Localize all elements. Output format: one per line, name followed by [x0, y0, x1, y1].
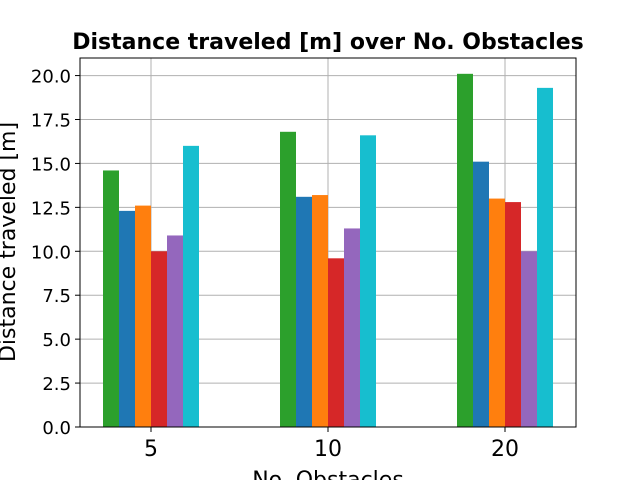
- ticks: 0.0 2.5 5.0 7.5 10.0 12.5 15.0 17.5 20.0 5 10 20: [31, 67, 519, 462]
- y-tick-label: 12.5: [31, 198, 71, 219]
- bar: [296, 196, 312, 427]
- bar: [457, 73, 473, 428]
- y-tick-label: 10.0: [31, 242, 71, 263]
- bar: [521, 251, 537, 427]
- bar: [312, 195, 328, 427]
- bar: [135, 205, 151, 427]
- bar: [103, 170, 119, 427]
- y-tick-label: 20.0: [31, 67, 71, 88]
- bar: [344, 228, 360, 427]
- y-tick-label: 7.5: [42, 286, 71, 307]
- bars: [103, 73, 553, 428]
- bar: [151, 251, 167, 427]
- bar: [505, 202, 521, 427]
- bar: [280, 131, 296, 428]
- bar: [489, 198, 505, 427]
- y-tick-label: 15.0: [31, 154, 71, 175]
- bar: [360, 135, 376, 428]
- bar: [537, 87, 553, 427]
- x-tick-label: 5: [144, 437, 158, 462]
- bar: [183, 145, 199, 427]
- x-tick-label: 10: [314, 437, 342, 462]
- x-axis-label: No. Obstacles: [252, 468, 404, 480]
- y-axis-label: Distance traveled [m]: [0, 122, 21, 362]
- y-tick-label: 2.5: [42, 374, 71, 395]
- y-tick-label: 17.5: [31, 111, 71, 132]
- chart-title: Distance traveled [m] over No. Obstacles: [72, 30, 584, 55]
- bar: [167, 235, 183, 427]
- y-tick-label: 0.0: [42, 418, 71, 439]
- x-tick-label: 20: [491, 437, 519, 462]
- bar: [328, 258, 344, 427]
- bar: [473, 161, 489, 427]
- bar: [119, 210, 135, 427]
- y-tick-label: 5.0: [42, 330, 71, 351]
